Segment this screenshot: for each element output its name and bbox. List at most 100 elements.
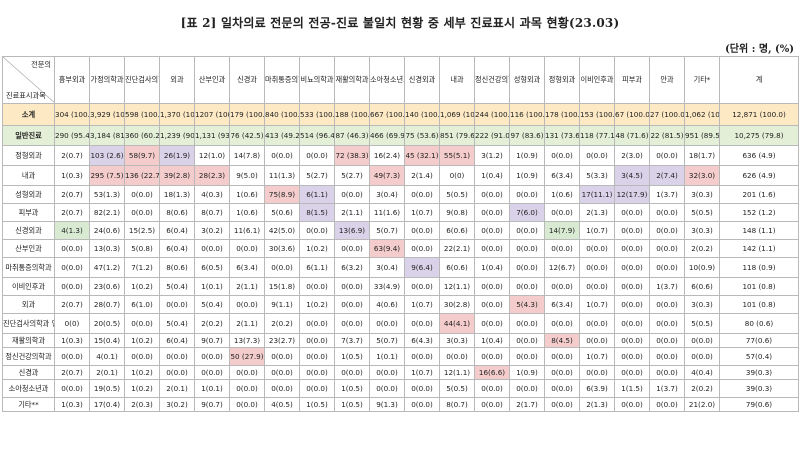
- table-cell: 8(0.7): [194, 203, 230, 222]
- table-row: 정신건강의학과 0(0.0) 4(0.1) 0(0.0) 0(0.0) 0(0.0) 50 …: [2, 347, 799, 366]
- table-cell: 9(0.8): [439, 203, 475, 222]
- table-cell: 0(0.0): [684, 347, 720, 366]
- table-cell: 75(8.9): [264, 185, 300, 204]
- table-cell: 19(0.5): [89, 379, 125, 398]
- table-cell: 0(0): [54, 313, 90, 334]
- table-cell: 6(1.0): [124, 295, 160, 314]
- table-cell: 118 (77.1): [579, 125, 615, 146]
- table-cell: 0(0.0): [614, 203, 650, 222]
- table-cell: 0(0.0): [369, 313, 405, 334]
- table-cell: 0(0.0): [299, 277, 335, 296]
- table-cell: 2(1.3): [579, 397, 615, 412]
- table-cell: 80 (0.6): [719, 313, 799, 334]
- table-cell: 0(0.0): [544, 347, 580, 366]
- table-cell: 1(0.5): [299, 397, 335, 412]
- table-cell: 15(0.4): [89, 333, 125, 348]
- table-cell: 10,275 (79.8): [719, 125, 799, 146]
- table-cell: 0(0.0): [299, 379, 335, 398]
- table-cell: 2(1.1): [229, 313, 265, 334]
- table-cell: 1(0.6): [544, 185, 580, 204]
- table-cell: 6(0.5): [194, 257, 230, 278]
- table-cell: 0(0.0): [194, 365, 230, 380]
- table-cell: 3,184 (81.0): [89, 125, 125, 146]
- table-cell: 0(0.0): [404, 347, 440, 366]
- table-cell: 0(0.0): [334, 295, 370, 314]
- table-cell: 0(0.0): [614, 277, 650, 296]
- table-cell: 6(4.3): [404, 333, 440, 348]
- table-cell: 466 (69.9): [369, 125, 405, 146]
- row-label: 재활의학과: [2, 333, 55, 348]
- table-cell: 12(6.7): [544, 257, 580, 278]
- table-cell: 3(1.2): [474, 145, 510, 166]
- table-cell: 72 (38.3): [334, 145, 370, 166]
- table-cell: 44(4.1): [439, 313, 475, 334]
- column-header: 소아청소년과: [369, 56, 405, 104]
- table-cell: 4(0.5): [264, 397, 300, 412]
- table-cell: 0(0.0): [579, 365, 615, 380]
- table-cell: 1(0.6): [229, 185, 265, 204]
- table-cell: 42(5.0): [264, 221, 300, 240]
- table-cell: 0(0.0): [614, 347, 650, 366]
- table-cell: 1(0.4): [474, 333, 510, 348]
- table-cell: 17(0.4): [89, 397, 125, 412]
- table-cell: 6(0.4): [159, 221, 195, 240]
- table-cell: 2(0.2): [684, 379, 720, 398]
- table-cell: 0(0.0): [159, 295, 195, 314]
- table-cell: 16(2.4): [369, 145, 405, 166]
- table-cell: 0(0.0): [544, 239, 580, 258]
- table-cell: 3(0.2): [159, 397, 195, 412]
- table-cell: 0(0.0): [579, 257, 615, 278]
- table-cell: 6(3.4): [544, 165, 580, 186]
- table-cell: 0(0.0): [334, 313, 370, 334]
- table-cell: 63(9.4): [369, 239, 405, 258]
- table-cell: 179 (100.0): [229, 103, 265, 126]
- table-cell: 0(0.0): [124, 185, 160, 204]
- table-cell: 360 (60.2): [124, 125, 160, 146]
- table-cell: 1(0.7): [404, 295, 440, 314]
- row-label: 소계: [2, 103, 55, 126]
- table-cell: 6(3.4): [229, 257, 265, 278]
- table-cell: 67 (100.0): [614, 103, 650, 126]
- table-cell: 6(0.6): [439, 221, 475, 240]
- table-cell: 0(0.0): [509, 239, 545, 258]
- table-cell: 79(0.6): [719, 397, 799, 412]
- table-cell: 4(0.4): [684, 365, 720, 380]
- table-cell: 3(0.2): [194, 221, 230, 240]
- column-header: 신경과: [229, 56, 265, 104]
- table-cell: 10(0.9): [684, 257, 720, 278]
- table-cell: 0(0.0): [579, 239, 615, 258]
- table-cell: 0(0.0): [229, 397, 265, 412]
- table-cell: 39(0.3): [719, 365, 799, 380]
- table-cell: 1(3.7): [649, 185, 685, 204]
- table-cell: 5(4.3): [509, 295, 545, 314]
- table-cell: 1(0.7): [579, 295, 615, 314]
- table-cell: 2(0.7): [54, 203, 90, 222]
- table-cell: 101 (0.8): [719, 295, 799, 314]
- row-label: 산부인과: [2, 239, 55, 258]
- table-cell: 3(4.5): [614, 165, 650, 186]
- table-cell: 12,871 (100.0): [719, 103, 799, 126]
- table-cell: 6(3.4): [544, 295, 580, 314]
- data-table: 전문의진료표시과목흉부외과가정의학과진단검사의학과 영상의학과외과산부인과신경과…: [2, 56, 799, 412]
- table-cell: 0(0.0): [299, 145, 335, 166]
- table-cell: 290 (95.4): [54, 125, 90, 146]
- table-cell: 5(0.5): [684, 203, 720, 222]
- table-cell: 0(0.0): [474, 397, 510, 412]
- table-cell: 3(0.3): [439, 333, 475, 348]
- column-header: 성형외과: [509, 56, 545, 104]
- table-cell: 0(0.0): [124, 313, 160, 334]
- table-cell: 1(0.7): [579, 347, 615, 366]
- table-cell: 1(0.5): [334, 397, 370, 412]
- table-cell: 0(0.0): [299, 365, 335, 380]
- table-cell: 1(0.5): [334, 379, 370, 398]
- table-cell: 0(0.0): [614, 313, 650, 334]
- table-cell: 1(0.1): [369, 347, 405, 366]
- table-row: 신경외과 4(1.3) 24(0.6) 15(2.5) 6(0.4) 3(0.2) 11(6…: [2, 221, 799, 240]
- table-cell: 2(1.1): [229, 277, 265, 296]
- table-cell: 2(0.2): [264, 313, 300, 334]
- table-row: 이비인후과 0(0.0) 23(0.6) 1(0.2) 5(0.4) 1(0.1) 2(1.…: [2, 277, 799, 296]
- table-cell: 1(3.7): [649, 379, 685, 398]
- table-cell: 0(0.0): [544, 145, 580, 166]
- table-cell: 1(0.9): [509, 365, 545, 380]
- table-cell: 2(0.7): [54, 145, 90, 166]
